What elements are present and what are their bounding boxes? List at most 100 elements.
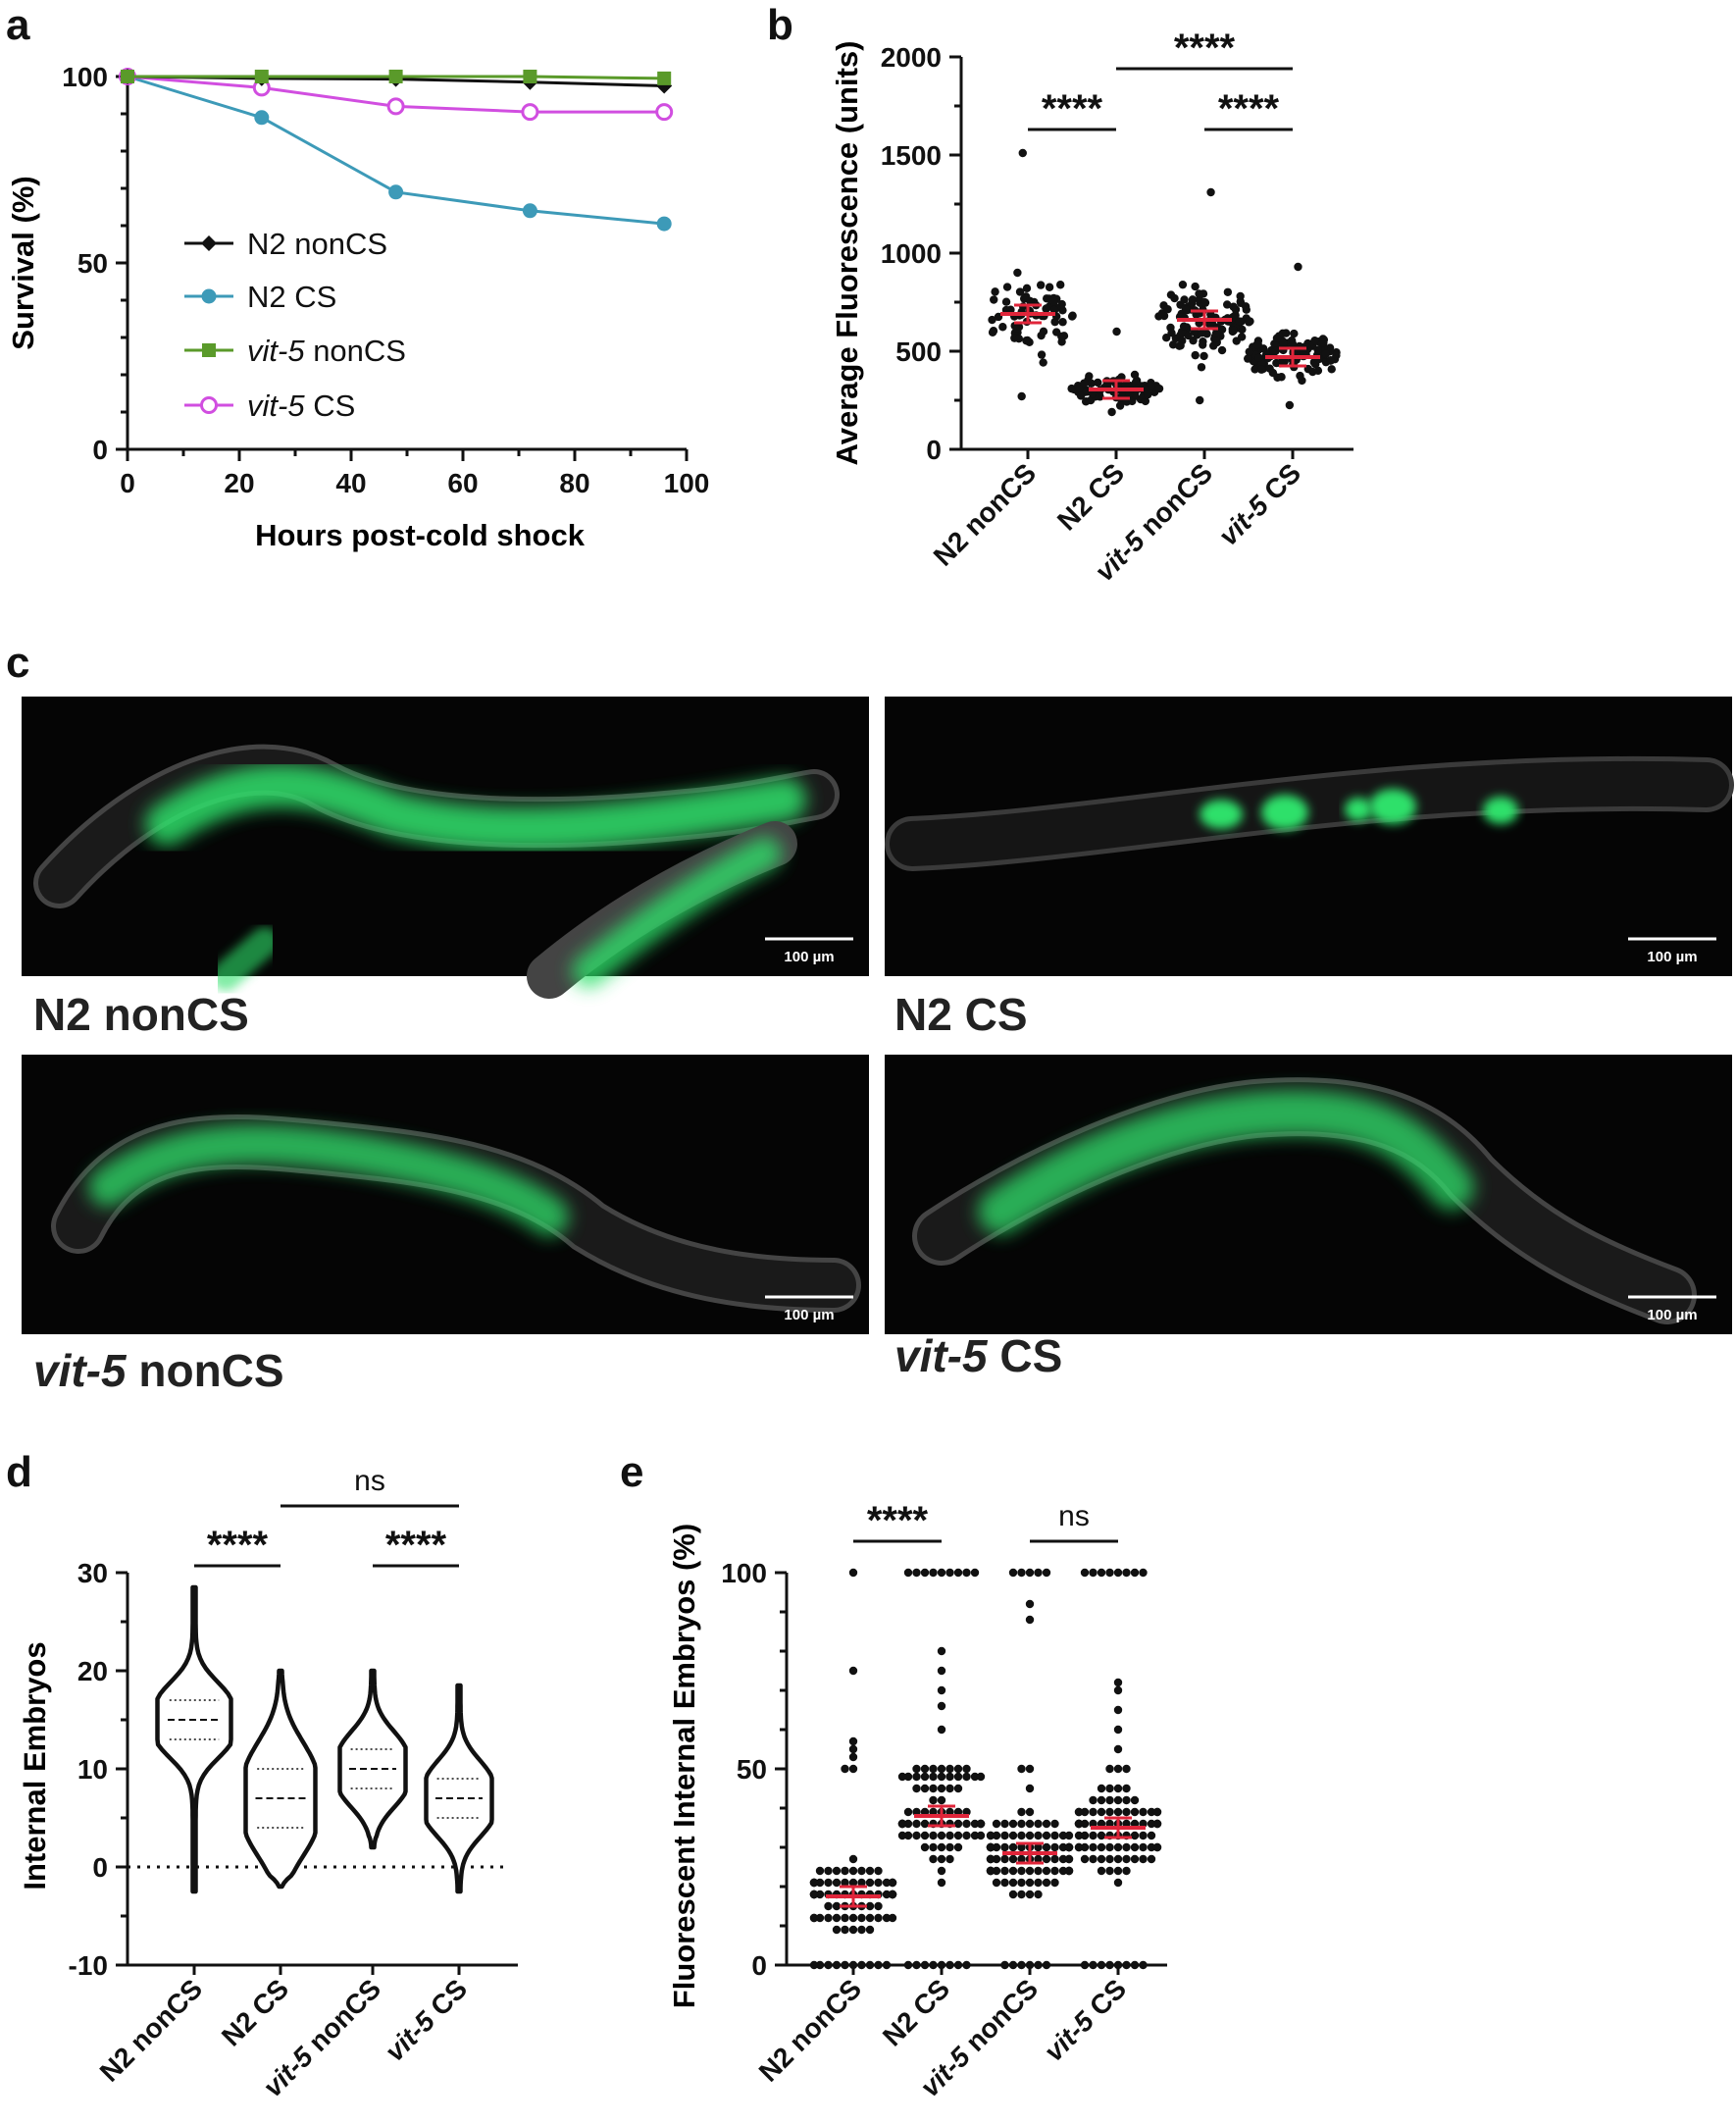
- e-data-point: [1113, 1725, 1123, 1735]
- e-data-point: [937, 1685, 946, 1695]
- b-data-point: [1051, 328, 1061, 337]
- e-data-point: [1105, 1795, 1114, 1805]
- a-y-tick-label: 50: [77, 248, 108, 279]
- micrograph-caption-3-rest: CS: [988, 1330, 1063, 1381]
- a-legend-label-1-main: N2: [247, 280, 286, 314]
- e-data-point: [1050, 1819, 1059, 1829]
- e-data-point: [1097, 1784, 1106, 1793]
- e-data-point: [1097, 1807, 1106, 1817]
- e-data-point: [1025, 1764, 1035, 1774]
- e-data-point: [832, 1878, 842, 1888]
- d-category-label-3: vit-5 CS: [380, 1973, 474, 2067]
- e-data-point: [912, 1819, 921, 1829]
- e-category-label-2-rest: nonCS: [954, 1973, 1044, 2062]
- b-data-point: [1256, 365, 1266, 374]
- d-sig-label: ns: [354, 1465, 385, 1497]
- a-point-s2: [657, 71, 672, 85]
- b-data-point: [1197, 363, 1206, 372]
- a-point-s1: [254, 110, 270, 126]
- d-sig-label: ****: [207, 1524, 269, 1567]
- e-data-point: [1105, 1784, 1114, 1793]
- a-y-tick-label: 0: [92, 435, 108, 465]
- e-data-point: [986, 1866, 996, 1876]
- e-data-point: [1017, 1854, 1026, 1864]
- e-data-point: [937, 1866, 946, 1876]
- a-y-axis-label: Survival (%): [6, 176, 40, 349]
- e-data-point: [1113, 1795, 1123, 1805]
- e-data-point: [937, 1784, 946, 1793]
- e-data-point: [1008, 1890, 1018, 1899]
- b-category-label-3: vit-5 CS: [1213, 457, 1307, 551]
- e-data-point: [1042, 1854, 1051, 1864]
- b-data-point: [988, 328, 997, 337]
- b-data-point: [1042, 304, 1051, 313]
- e-data-point: [920, 1784, 930, 1793]
- e-data-point: [937, 1772, 946, 1782]
- b-data-point: [1012, 324, 1022, 333]
- a-point-s3: [386, 97, 405, 116]
- a-legend-label-3-main: vit-5: [247, 389, 305, 423]
- e-data-point: [1122, 1854, 1131, 1864]
- b-data-point: [1058, 318, 1067, 327]
- micrograph-caption-0-rest: nonCS: [91, 989, 249, 1040]
- e-data-point: [912, 1831, 921, 1840]
- e-data-point: [920, 1842, 930, 1852]
- b-data-point: [1332, 351, 1341, 360]
- e-data-point: [1042, 1819, 1051, 1829]
- e-data-point: [897, 1819, 907, 1829]
- b-data-point: [1087, 379, 1096, 389]
- b-data-point: [1195, 289, 1203, 298]
- e-data-point: [1017, 1568, 1026, 1578]
- e-data-point: [809, 1878, 819, 1888]
- e-data-point: [1139, 1807, 1148, 1817]
- e-data-point: [1130, 1831, 1140, 1840]
- e-data-point: [903, 1960, 913, 1970]
- micrograph-n2-cs: [885, 697, 1734, 976]
- e-data-point: [945, 1568, 954, 1578]
- e-data-point: [1008, 1878, 1018, 1888]
- b-data-point: [1288, 339, 1298, 348]
- b-data-point: [1045, 283, 1054, 291]
- e-data-point: [1025, 1878, 1035, 1888]
- b-data-point: [1085, 372, 1094, 381]
- e-data-point: [1074, 1807, 1084, 1817]
- b-data-point: [1196, 395, 1204, 405]
- b-data-point: [1254, 353, 1263, 362]
- e-data-point: [1113, 1807, 1123, 1817]
- b-data-point: [1154, 384, 1164, 393]
- e-data-point: [888, 1890, 897, 1899]
- e-data-point: [857, 1878, 866, 1888]
- b-data-point: [1310, 336, 1319, 345]
- e-data-point: [1089, 1795, 1098, 1805]
- e-data-point: [945, 1854, 954, 1864]
- b-data-point: [1223, 300, 1232, 309]
- b-data-point: [1279, 337, 1288, 346]
- a-point-s3: [655, 103, 674, 122]
- panel-letter-d: d: [6, 1448, 32, 1496]
- e-data-point: [1113, 1784, 1123, 1793]
- b-data-point: [1251, 365, 1259, 374]
- e-data-point: [809, 1960, 819, 1970]
- e-data-point: [1097, 1831, 1106, 1840]
- e-category-label-1: N2 CS: [877, 1973, 955, 2051]
- b-data-point: [1241, 302, 1251, 311]
- e-data-point: [1008, 1854, 1018, 1864]
- e-data-point: [1152, 1842, 1162, 1852]
- e-data-point: [953, 1831, 963, 1840]
- e-data-point: [824, 1866, 833, 1876]
- micrograph-caption-1-main: N2: [894, 989, 952, 1040]
- a-legend-label-3-rest: CS: [305, 389, 356, 423]
- e-data-point: [953, 1764, 963, 1774]
- e-data-point: [848, 1866, 858, 1876]
- e-data-point: [1139, 1854, 1148, 1864]
- e-data-point: [992, 1819, 1001, 1829]
- e-data-point: [1034, 1842, 1043, 1852]
- b-sig-label: ****: [1218, 87, 1280, 130]
- e-data-point: [1074, 1819, 1084, 1829]
- e-data-point: [953, 1772, 963, 1782]
- b-data-point: [1015, 287, 1025, 296]
- d-y-tick-label: 10: [77, 1754, 108, 1785]
- a-x-tick-label: 60: [447, 468, 478, 498]
